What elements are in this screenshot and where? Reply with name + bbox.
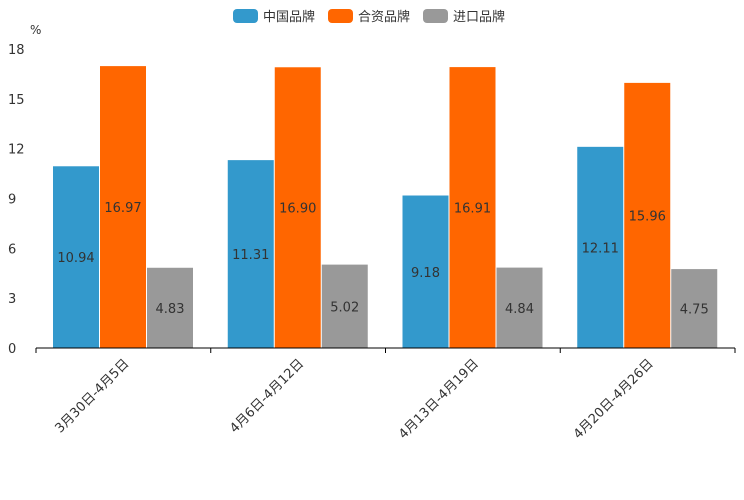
bar-2-2 xyxy=(274,67,321,349)
x-category-label: 3月30日-4月5日 xyxy=(52,356,132,436)
x-category-label: 4月20日-4月26日 xyxy=(571,356,657,442)
bar-3-4 xyxy=(671,269,718,348)
x-axis-labels: 3月30日-4月5日 4月6日-4月12日 4月13日-4月19日 4月20日-4月2… xyxy=(52,356,656,442)
bar-value-label: 5.02 xyxy=(330,300,359,315)
bar-1-4 xyxy=(577,146,624,348)
y-tick-label: 18 xyxy=(8,43,25,58)
y-tick-label: 15 xyxy=(8,93,25,108)
bar-value-label: 9.18 xyxy=(411,266,440,281)
bar-value-label: 4.83 xyxy=(156,302,185,317)
x-axis-ticks xyxy=(35,348,736,353)
y-unit-label: % xyxy=(30,23,41,37)
bar-3-3 xyxy=(496,267,543,348)
bars xyxy=(53,66,718,349)
bar-value-label: 16.91 xyxy=(454,202,491,217)
bar-value-label: 4.84 xyxy=(505,302,534,317)
legend-swatch-2[interactable] xyxy=(328,9,353,23)
bar-3-1 xyxy=(147,267,193,348)
legend-label-2[interactable]: 合资品牌 xyxy=(358,9,410,25)
y-tick-label: 0 xyxy=(8,342,16,357)
legend-swatch-1[interactable] xyxy=(233,9,258,23)
y-axis-ticks: 0 3 6 9 12 15 18 xyxy=(8,43,25,357)
bar-1-3 xyxy=(402,195,449,348)
bar-value-label: 11.31 xyxy=(232,248,269,263)
x-category-label: 4月13日-4月19日 xyxy=(396,356,482,442)
bar-value-label: 16.90 xyxy=(279,202,316,217)
data-labels: 10.94 16.97 4.83 11.31 16.90 5.02 9.18 16.91 4.8… xyxy=(57,201,708,317)
y-tick-label: 3 xyxy=(8,292,16,307)
bar-3-2 xyxy=(321,264,368,348)
legend-label-1[interactable]: 中国品牌 xyxy=(263,9,315,25)
bar-value-label: 4.75 xyxy=(680,303,709,318)
bar-value-label: 10.94 xyxy=(57,251,94,266)
legend-swatch-3[interactable] xyxy=(423,9,448,23)
x-category-label: 4月6日-4月12日 xyxy=(227,356,307,436)
y-tick-label: 6 xyxy=(8,242,16,257)
legend: 中国品牌 合资品牌 进口品牌 xyxy=(233,9,505,25)
bar-1-1 xyxy=(53,166,99,348)
y-tick-label: 9 xyxy=(8,193,16,208)
legend-label-3[interactable]: 进口品牌 xyxy=(453,9,505,25)
y-tick-label: 12 xyxy=(8,143,25,158)
bar-2-4 xyxy=(624,82,671,349)
bar-value-label: 16.97 xyxy=(104,201,141,216)
bar-1-2 xyxy=(227,160,274,348)
bar-value-label: 12.11 xyxy=(582,241,619,256)
bar-2-3 xyxy=(449,67,496,348)
bar-value-label: 15.96 xyxy=(629,209,666,224)
bar-2-1 xyxy=(100,66,146,349)
